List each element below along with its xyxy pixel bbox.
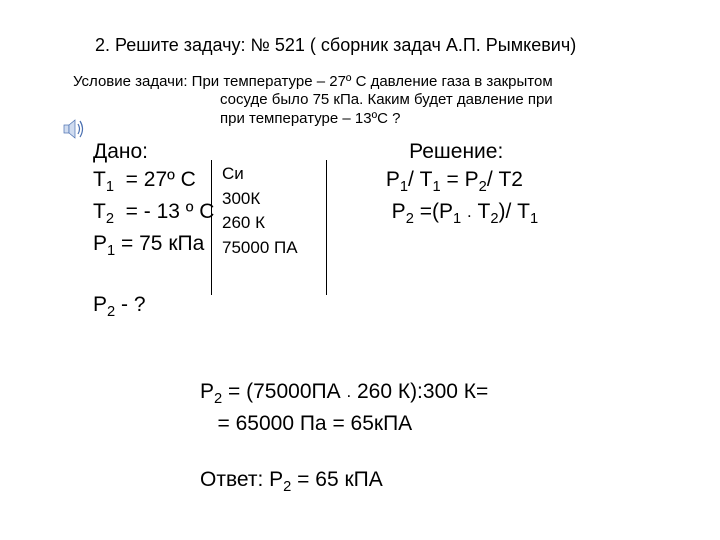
solution-block: Решение: Р1/ Т1 = Р2/ Т2 Р2 =(Р1 . Т2)/ … <box>380 138 538 230</box>
given-block: Дано: Т1 = 27º С Т2 = - 13 º С Р1 = 75 к… <box>93 138 214 323</box>
divider-line-1 <box>211 160 212 295</box>
problem-line2: сосуде было 75 кПа. Каким будет давление… <box>220 91 553 108</box>
speaker-icon[interactable] <box>60 115 88 148</box>
solution-label: Решение: <box>380 138 538 166</box>
calc-line1: Р2 = (75000ПА . 260 К):300 К= <box>200 378 488 410</box>
given-p1: Р1 = 75 кПа <box>93 230 214 262</box>
given-t1: Т1 = 27º С <box>93 166 214 198</box>
si-label: Си <box>222 162 298 187</box>
divider-line-2 <box>326 160 327 295</box>
si-v2: 260 К <box>222 211 298 236</box>
problem-line3: при температуре – 13ºС ? <box>220 110 400 127</box>
si-v3: 75000 ПА <box>222 236 298 261</box>
given-label: Дано: <box>93 138 214 166</box>
calculation-block: Р2 = (75000ПА . 260 К):300 К= = 65000 Па… <box>200 378 488 438</box>
calc-line2: = 65000 Па = 65кПА <box>200 410 488 438</box>
problem-line1: Условие задачи: При температуре – 27º С … <box>73 72 553 92</box>
given-p2: Р2 - ? <box>93 291 214 323</box>
solution-eq1: Р1/ Т1 = Р2/ Т2 <box>380 166 538 198</box>
si-v1: 300К <box>222 187 298 212</box>
si-block: Си 300К 260 К 75000 ПА <box>222 162 298 261</box>
task-title: 2. Решите задачу: № 521 ( сборник задач … <box>95 35 576 56</box>
answer-line: Ответ: Р2 = 65 кПА <box>200 468 383 495</box>
given-t2: Т2 = - 13 º С <box>93 198 214 230</box>
solution-eq2: Р2 =(Р1 . Т2)/ Т1 <box>380 198 538 230</box>
